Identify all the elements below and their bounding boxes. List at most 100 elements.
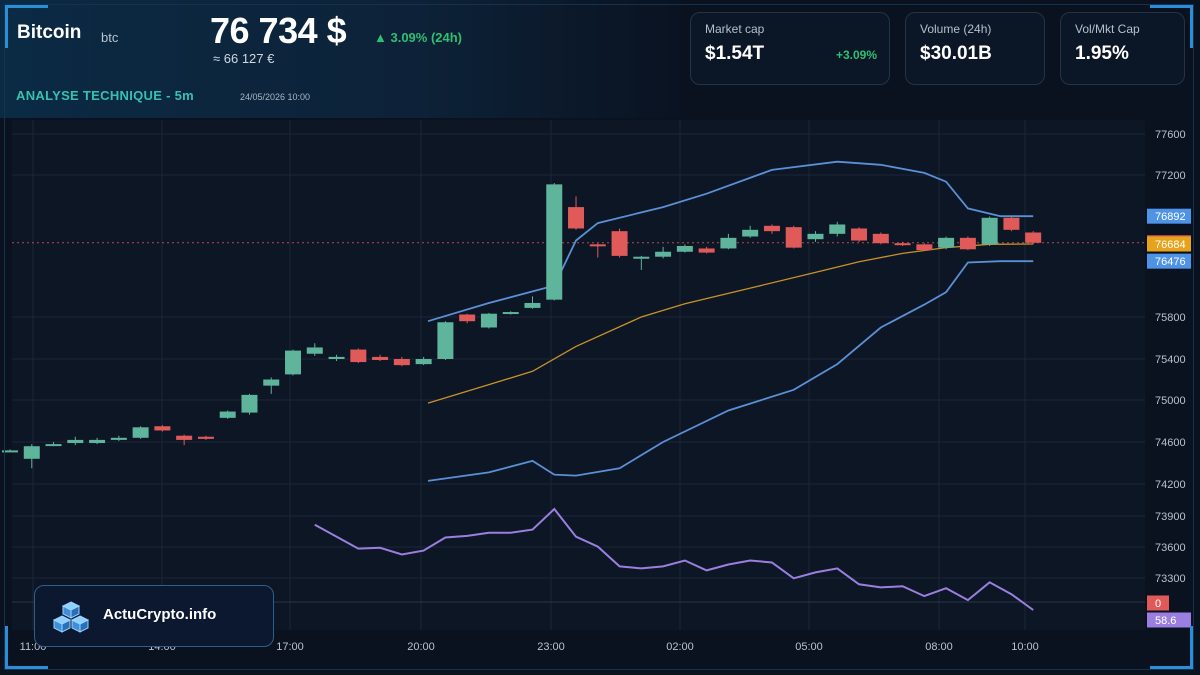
price-tag xyxy=(1147,253,1191,269)
candle-body xyxy=(241,394,258,413)
candle-body xyxy=(1003,217,1020,230)
candle-body xyxy=(546,184,563,300)
candle-body xyxy=(698,248,715,253)
plot-area xyxy=(12,120,1145,630)
x-tick-label: 17:00 xyxy=(276,641,304,653)
rsi-indicator xyxy=(314,507,1034,611)
candle-body xyxy=(655,251,672,257)
candle-body xyxy=(589,244,606,247)
rsi-tag xyxy=(1147,595,1169,611)
x-tick-label: 05:00 xyxy=(795,641,823,653)
candle-body xyxy=(916,244,933,251)
candle-body xyxy=(110,437,127,440)
candle-body xyxy=(763,225,780,232)
candle-body xyxy=(720,237,737,249)
candle-body xyxy=(154,426,171,431)
timestamp: 24/05/2026 10:00 xyxy=(240,92,311,102)
frame-corner xyxy=(1150,5,1193,48)
candle-body xyxy=(1025,232,1042,243)
x-tick-label: 20:00 xyxy=(407,641,435,653)
candle-body xyxy=(807,233,824,240)
frame-corner xyxy=(1150,626,1193,669)
candle-body xyxy=(829,224,846,234)
candle-body xyxy=(938,237,955,248)
candle-body xyxy=(742,229,759,237)
market-cap-change: +3.09% xyxy=(835,48,877,62)
volume-label: Volume (24h) xyxy=(920,22,992,36)
window-frame xyxy=(4,4,1194,670)
candles xyxy=(2,183,1042,469)
candle-body xyxy=(306,347,323,354)
market-cap-card: Market cap $1.54T +3.09% xyxy=(690,12,890,85)
candle-body xyxy=(285,350,302,375)
y-tick-label: 73600 xyxy=(1155,542,1186,554)
frame-corner xyxy=(5,5,48,48)
y-tick-label: 75400 xyxy=(1155,354,1186,366)
current-price: 76 734 $ xyxy=(210,10,347,51)
candle-body xyxy=(502,312,519,315)
price-tag-label: 76476 xyxy=(1155,256,1186,268)
x-tick-label: 10:00 xyxy=(1011,641,1039,653)
candle-body xyxy=(350,349,367,363)
candle-body xyxy=(851,228,868,241)
candle-body xyxy=(45,444,62,447)
candle-body xyxy=(415,359,432,365)
price-tag-label: 76892 xyxy=(1155,211,1186,223)
volume-card: Volume (24h) $30.01B xyxy=(905,12,1045,85)
candle-body xyxy=(2,450,18,453)
candle-body xyxy=(372,356,389,361)
candle-body xyxy=(23,446,40,459)
rsi-tag-label: 0 xyxy=(1155,598,1161,610)
candle-body xyxy=(676,245,693,252)
cubes-icon xyxy=(52,601,90,633)
y-axis: 77600 77200 75800 75400 75000 74600 74200 73900… xyxy=(1155,129,1186,585)
grid xyxy=(12,120,1145,630)
rsi-line xyxy=(314,507,1034,611)
candle-body xyxy=(524,302,541,308)
rsi-tag xyxy=(1147,612,1191,628)
y-tick-label: 73300 xyxy=(1155,573,1186,585)
candle-body xyxy=(393,359,410,366)
y-tick-label: 75800 xyxy=(1155,312,1186,324)
volume-value: $30.01B xyxy=(920,43,992,64)
candle-body xyxy=(959,237,976,250)
vol-mkt-cap-label: Vol/Mkt Cap xyxy=(1075,22,1140,36)
coin-ticker: btc xyxy=(101,30,119,45)
rsi-tag-label: 58.6 xyxy=(1155,615,1176,627)
logo-badge[interactable]: ActuCrypto.info xyxy=(34,585,274,647)
candle-body xyxy=(67,439,84,444)
y-tick-label: 75000 xyxy=(1155,395,1186,407)
candle-body xyxy=(197,436,214,439)
candle-body xyxy=(263,379,280,386)
x-tick-label: 02:00 xyxy=(666,641,694,653)
price-tag xyxy=(1147,208,1191,224)
logo-text: ActuCrypto.info xyxy=(103,606,217,623)
candle-body xyxy=(219,411,236,418)
candle-body xyxy=(480,313,497,328)
candle-body xyxy=(459,314,476,322)
candle-body xyxy=(568,207,585,229)
candle-body xyxy=(894,243,911,246)
candle-body xyxy=(981,217,998,245)
candle-body xyxy=(633,256,650,259)
header-background xyxy=(0,0,690,118)
y-tick-label: 77600 xyxy=(1155,129,1186,141)
candle-body xyxy=(872,233,889,244)
price-eur: ≈ 66 127 € xyxy=(213,51,275,66)
candle-body xyxy=(437,322,454,359)
candle-body xyxy=(89,439,106,444)
candle-body xyxy=(611,231,628,256)
analysis-label: ANALYSE TECHNIQUE - 5m xyxy=(16,88,195,103)
y-tick-label: 77200 xyxy=(1155,170,1186,182)
y-tick-label: 73900 xyxy=(1155,511,1186,523)
y-tick-label: 74200 xyxy=(1155,479,1186,491)
market-cap-value: $1.54T xyxy=(705,43,765,64)
candle-body xyxy=(176,435,193,440)
market-cap-label: Market cap xyxy=(705,22,765,36)
vol-mkt-cap-card: Vol/Mkt Cap 1.95% xyxy=(1060,12,1185,85)
change-24h: ▲ 3.09% (24h) xyxy=(374,30,463,45)
frame-corner xyxy=(5,626,48,669)
candle-body xyxy=(785,227,802,248)
price-tag-label: 76684 xyxy=(1155,239,1186,251)
